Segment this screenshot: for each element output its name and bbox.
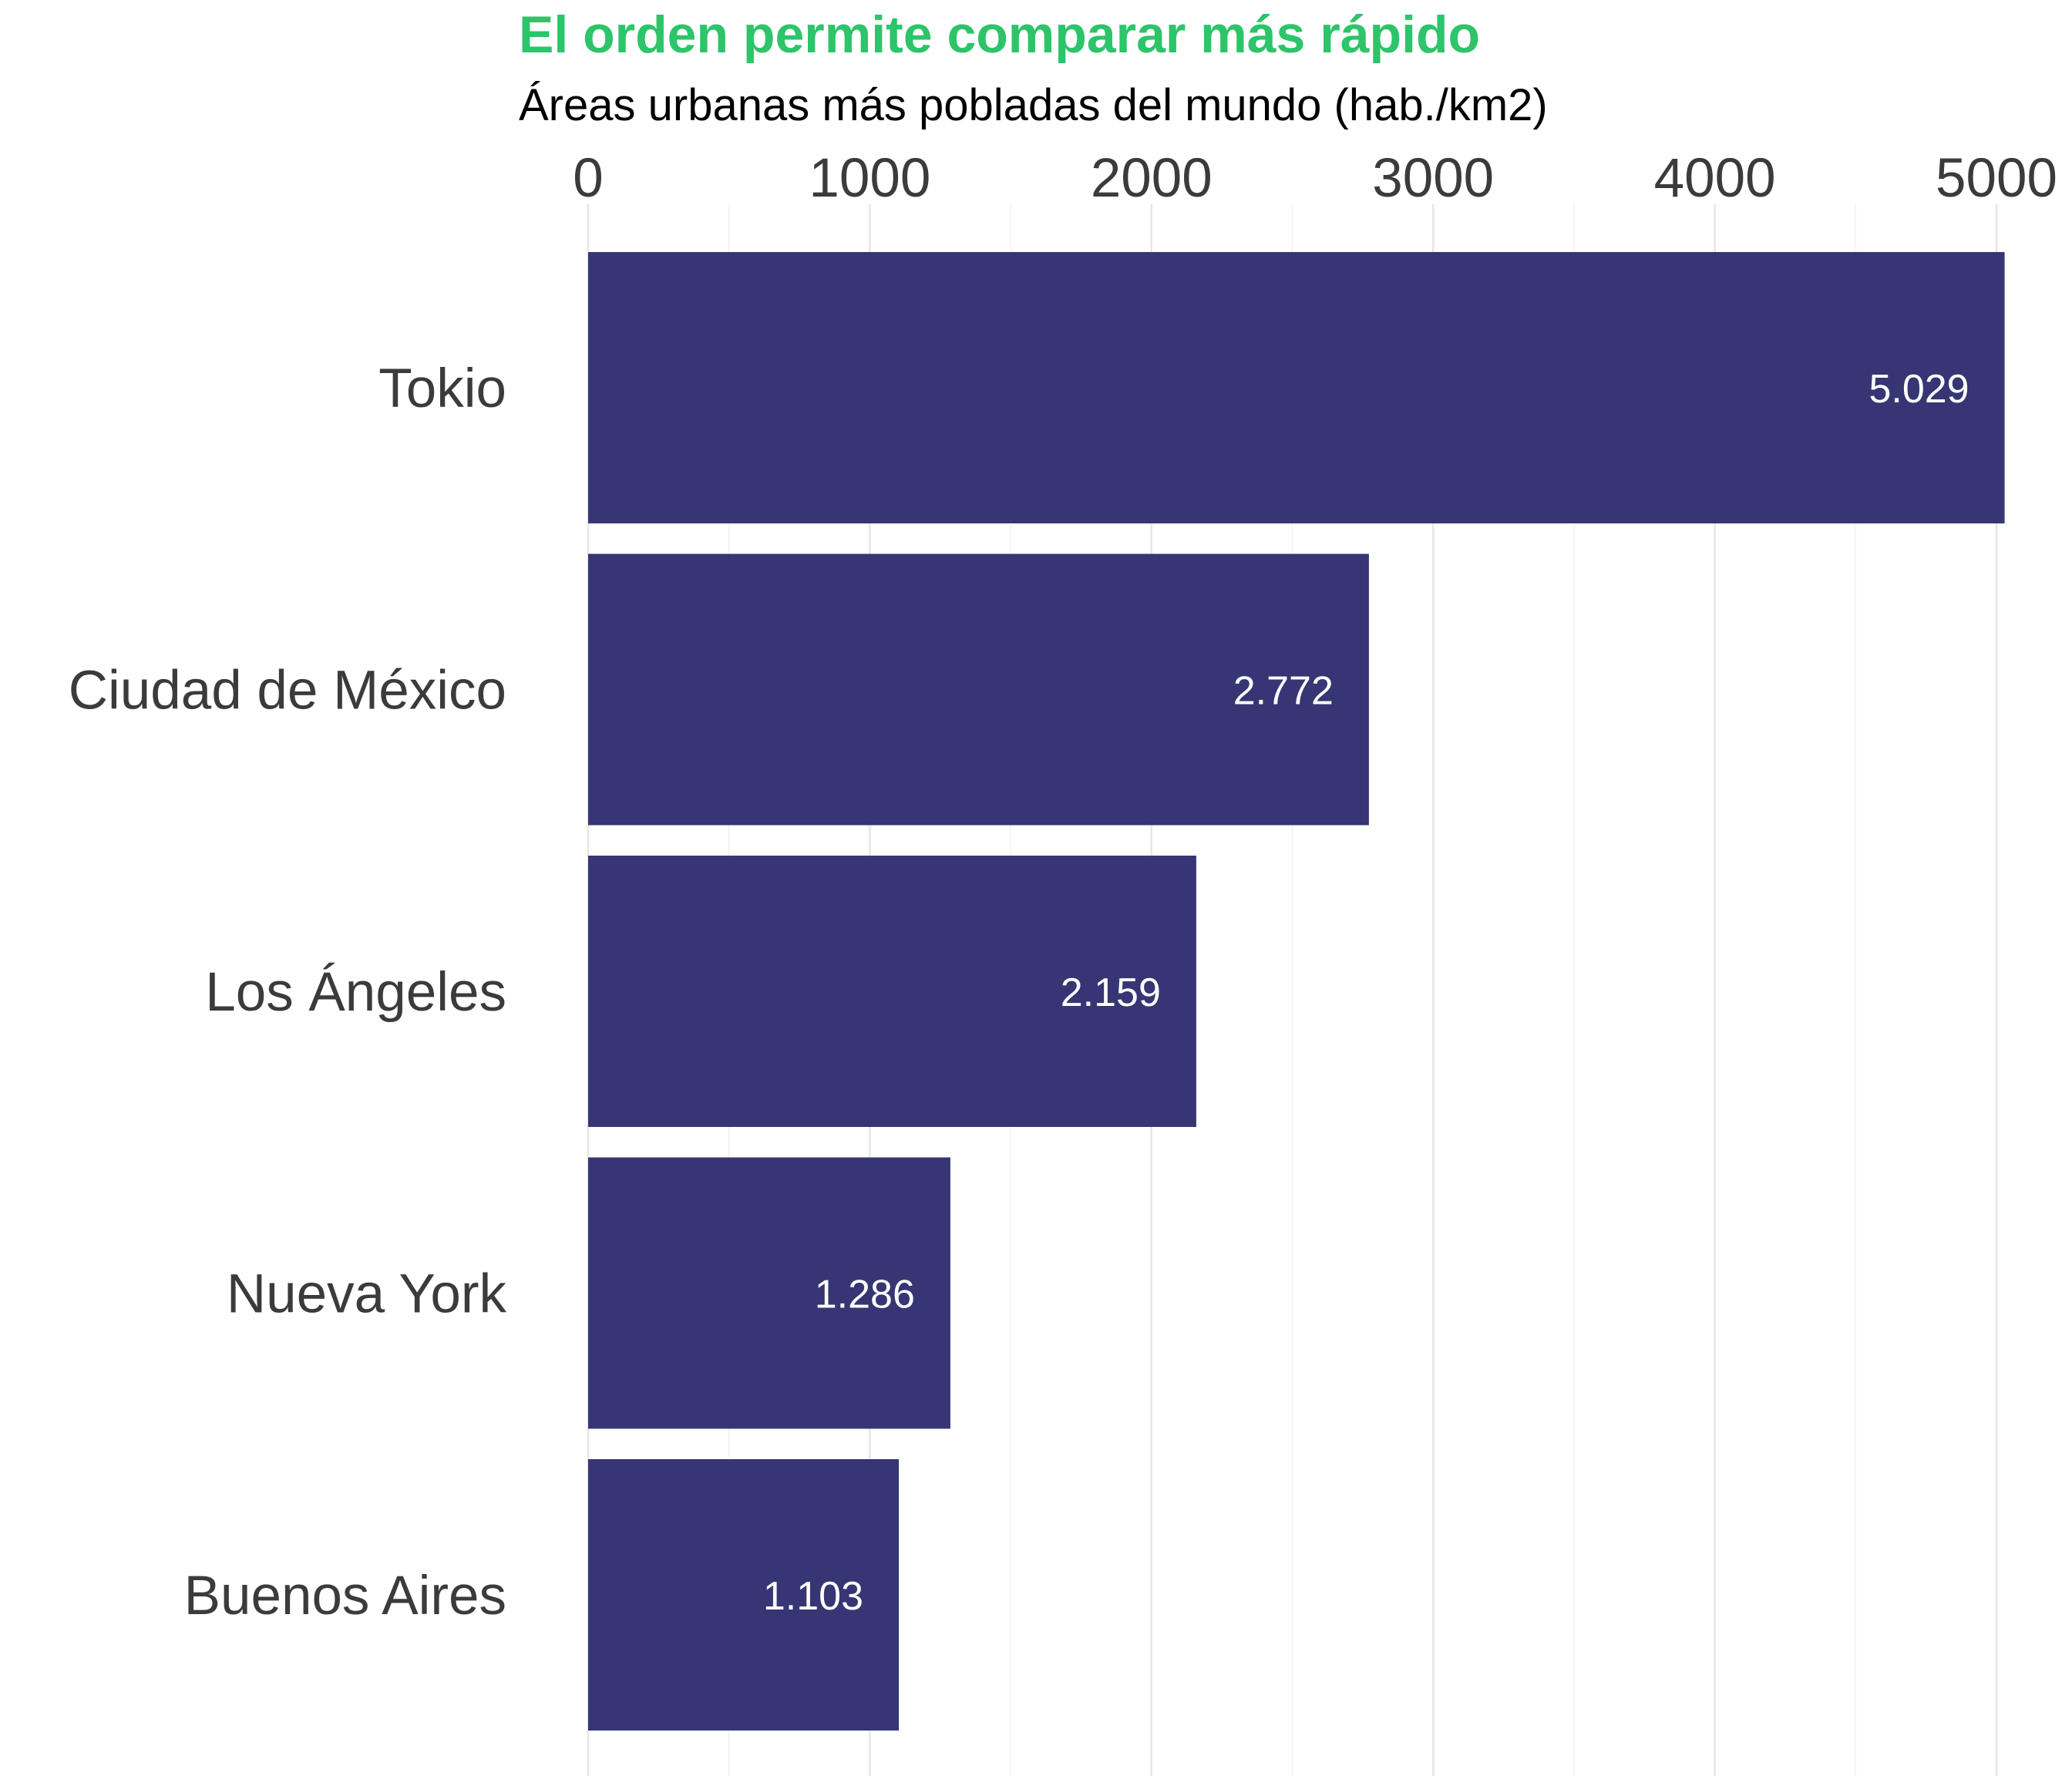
y-tick-label: Buenos Aires bbox=[184, 1566, 506, 1626]
bar-value-label: 2.159 bbox=[1061, 970, 1161, 1015]
bar bbox=[588, 252, 2005, 523]
bar-value-label: 5.029 bbox=[1868, 367, 1969, 412]
y-tick-label: Los Ángeles bbox=[205, 962, 506, 1023]
chart-title: El orden permite comparar más rápido bbox=[519, 5, 1480, 64]
y-axis-ticks: Tokio Ciudad de México Los Ángeles Nueva Yo… bbox=[69, 358, 507, 1626]
value-labels: 5.029 2.772 2.159 1.286 1.103 bbox=[763, 367, 1969, 1619]
y-tick-label: Tokio bbox=[378, 358, 506, 419]
x-tick-label: 1000 bbox=[809, 148, 930, 209]
y-tick-label: Nueva York bbox=[227, 1264, 507, 1325]
y-tick-label: Ciudad de México bbox=[69, 661, 506, 722]
bars bbox=[588, 252, 2005, 1731]
bar-value-label: 1.103 bbox=[763, 1574, 863, 1619]
bar bbox=[588, 553, 1369, 826]
bar bbox=[588, 1157, 950, 1429]
bar-value-label: 2.772 bbox=[1233, 669, 1334, 714]
x-tick-label: 0 bbox=[573, 148, 604, 209]
bar bbox=[588, 856, 1196, 1127]
bar bbox=[588, 1459, 900, 1731]
x-tick-label: 2000 bbox=[1091, 148, 1213, 209]
chart-subtitle: Áreas urbanas más pobladas del mundo (ha… bbox=[519, 80, 1548, 130]
x-axis-ticks: 0 1000 2000 3000 4000 5000 bbox=[573, 148, 2057, 209]
x-tick-label: 3000 bbox=[1372, 148, 1494, 209]
x-tick-label: 4000 bbox=[1654, 148, 1776, 209]
bar-value-label: 1.286 bbox=[815, 1273, 915, 1317]
x-tick-label: 5000 bbox=[1936, 148, 2057, 209]
